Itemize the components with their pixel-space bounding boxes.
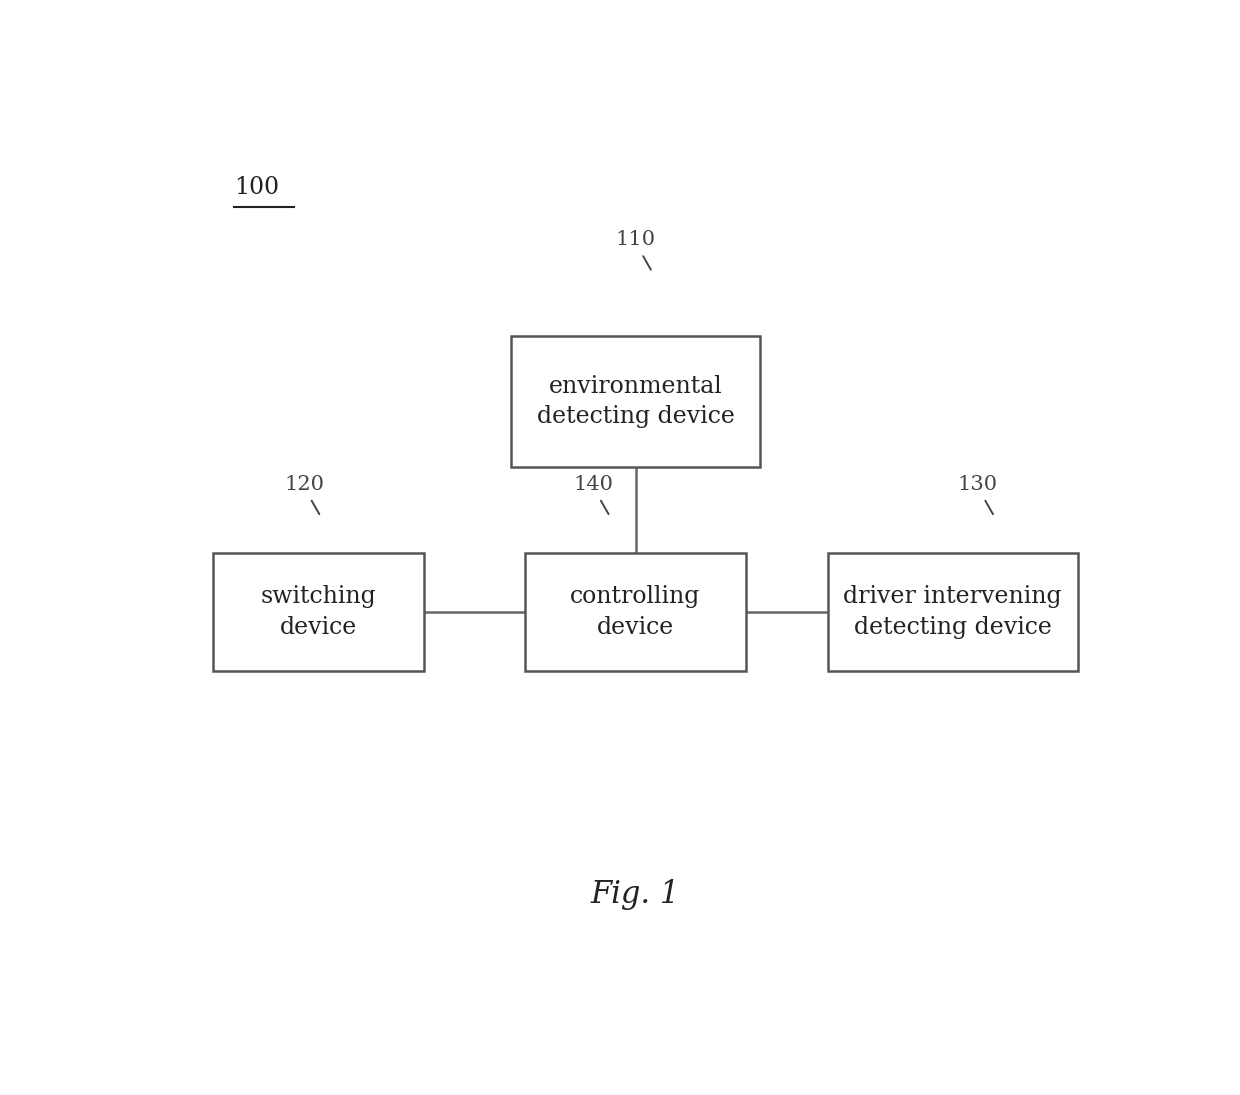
Text: 100: 100 [234, 176, 279, 199]
Text: Fig. 1: Fig. 1 [591, 879, 680, 910]
Text: environmental
detecting device: environmental detecting device [537, 374, 734, 428]
Text: 140: 140 [573, 475, 614, 494]
Text: 110: 110 [615, 230, 656, 250]
Bar [213, 553, 424, 671]
Text: driver intervening
detecting device: driver intervening detecting device [843, 586, 1061, 638]
Bar [828, 553, 1078, 671]
Bar [511, 336, 760, 466]
Text: controlling
device: controlling device [570, 586, 701, 638]
Text: 120: 120 [284, 475, 324, 494]
Text: 130: 130 [957, 475, 998, 494]
Bar [525, 553, 746, 671]
Text: switching
device: switching device [260, 586, 376, 638]
